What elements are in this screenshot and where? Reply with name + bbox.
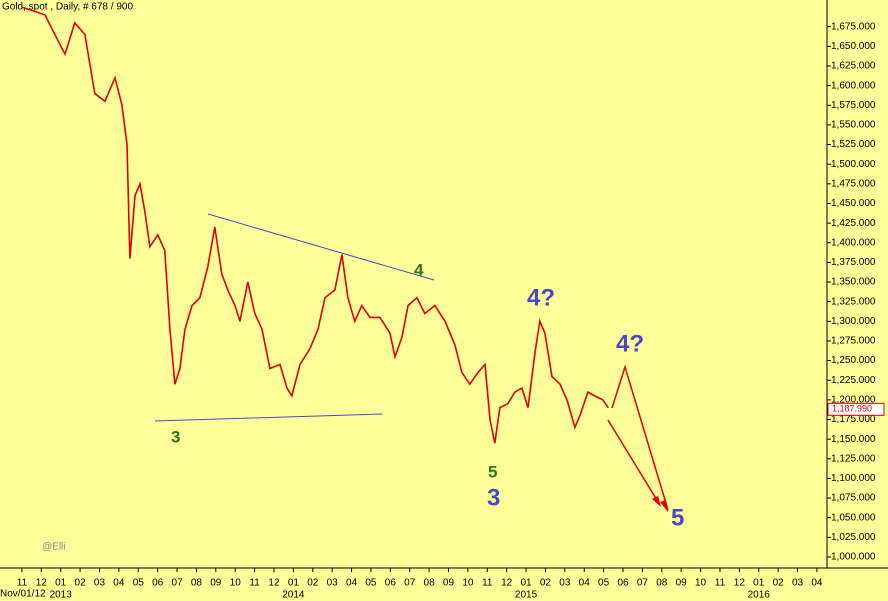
wave-label: 4? [527,284,555,311]
chart-title: Gold, spot , Daily, # 678 / 900 [2,2,133,13]
x-tick-label: 06 [385,578,397,589]
wave-label: 4 [414,260,424,279]
x-tick-label: 02 [540,578,552,589]
y-tick-label: 1,125.000 [831,453,876,464]
y-tick-label: 1,475.000 [831,178,876,189]
x-year-label: 2015 [515,590,538,601]
x-tick-label: 11 [249,578,260,589]
x-tick-label: 12 [734,578,746,589]
x-tick-label: 12 [501,578,513,589]
x-tick-label: 10 [695,578,707,589]
x-tick-label: 03 [327,578,339,589]
wave-label: 3 [171,427,180,446]
x-tick-label: 12 [36,578,48,589]
wave-label: 5 [488,462,497,481]
x-tick-label: 11 [482,578,493,589]
x-tick-label: 09 [210,578,222,589]
x-tick-label: 05 [598,578,610,589]
x-tick-label: 10 [462,578,474,589]
y-tick-label: 1,025.000 [831,532,876,543]
y-tick-label: 1,325.000 [831,296,876,307]
trendline [154,413,383,422]
x-tick-label: 08 [191,578,203,589]
x-tick-label: 02 [773,578,785,589]
y-tick-label: 1,150.000 [831,434,876,445]
x-tick-label: 07 [637,578,649,589]
trendline [207,213,435,281]
y-tick-label: 1,225.000 [831,375,876,386]
wave-label: 4? [616,330,644,357]
y-tick-label: 1,000.000 [831,552,876,563]
x-tick-label: 02 [75,578,87,589]
projection-arrow [607,419,661,506]
x-tick-label: 05 [133,578,145,589]
x-tick-label: 11 [17,578,28,589]
y-tick-label: 1,200.000 [831,395,876,406]
x-year-label: 2016 [748,590,771,601]
x-tick-label: 06 [152,578,164,589]
x-year-label: 2014 [282,590,305,601]
x-tick-label: 08 [424,578,436,589]
x-tick-label: 02 [307,578,319,589]
x-tick-label: 01 [288,578,300,589]
x-tick-label: 05 [365,578,377,589]
x-tick-label: 04 [579,578,591,589]
y-tick-label: 1,300.000 [831,316,876,327]
x-tick-label: 07 [404,578,416,589]
y-tick-label: 1,450.000 [831,198,876,209]
x-tick-label: 03 [792,578,804,589]
y-tick-label: 1,675.000 [831,21,876,32]
x-tick-label: 12 [268,578,280,589]
x-tick-label: 04 [811,578,823,589]
y-tick-label: 1,375.000 [831,257,876,268]
y-tick-label: 1,100.000 [831,473,876,484]
watermark: @Elli [42,542,66,553]
y-tick-label: 1,650.000 [831,41,876,52]
x-tick-label: 08 [656,578,668,589]
arrow-head [660,500,668,512]
x-tick-label: 01 [753,578,765,589]
wave-label: 3 [487,484,500,511]
y-tick-label: 1,350.000 [831,277,876,288]
y-tick-label: 1,425.000 [831,218,876,229]
x-tick-label: 07 [171,578,183,589]
last-price-box [827,402,885,416]
y-tick-label: 1,075.000 [831,493,876,504]
projection-arrow [611,364,669,511]
y-tick-label: 1,500.000 [831,159,876,170]
x-tick-label: 04 [113,578,125,589]
y-tick-label: 1,175.000 [831,414,876,425]
start-label: Nov/01/12 [0,589,46,600]
arrow-head [652,496,661,507]
x-tick-label: 04 [346,578,358,589]
y-tick-label: 1,400.000 [831,237,876,248]
last-price-label: 1,187.990 [832,404,872,414]
x-year-label: 2013 [50,590,73,601]
x-tick-label: 09 [676,578,688,589]
x-tick-label: 03 [94,578,106,589]
x-tick-label: 10 [230,578,242,589]
price-line [21,6,609,444]
y-tick-label: 1,275.000 [831,336,876,347]
x-tick-label: 01 [520,578,532,589]
wave-label: 5 [671,504,684,531]
y-tick-label: 1,600.000 [831,80,876,91]
x-tick-label: 11 [715,578,726,589]
y-tick-label: 1,625.000 [831,61,876,72]
y-tick-label: 1,575.000 [831,100,876,111]
y-tick-label: 1,525.000 [831,139,876,150]
x-tick-label: 06 [617,578,629,589]
y-tick-label: 1,550.000 [831,120,876,131]
y-tick-label: 1,250.000 [831,355,876,366]
x-tick-label: 09 [443,578,455,589]
x-tick-label: 01 [55,578,67,589]
x-tick-label: 03 [559,578,571,589]
y-tick-label: 1,050.000 [831,512,876,523]
